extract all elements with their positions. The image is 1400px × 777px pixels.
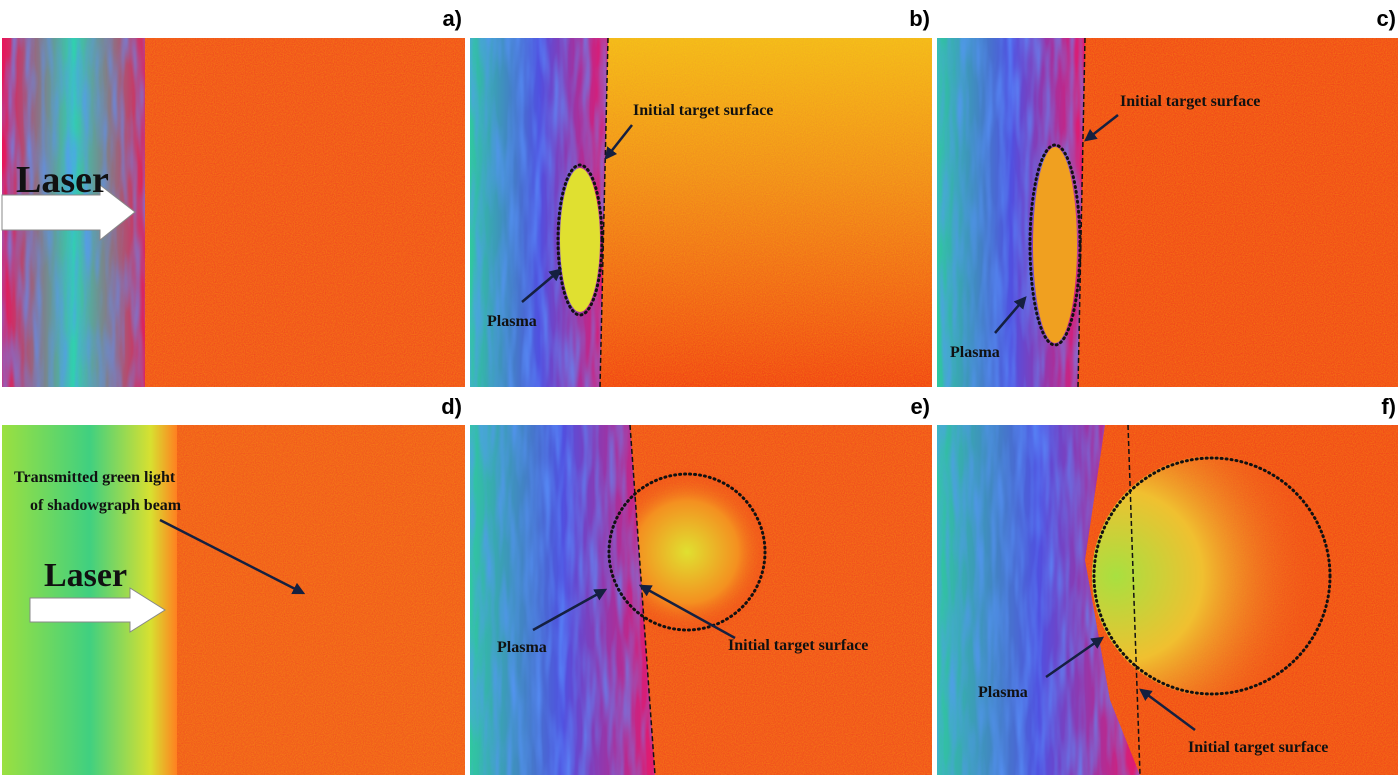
- panel-a: Laser a): [1, 6, 465, 387]
- surface-label: Initial target surface: [1120, 93, 1260, 110]
- panel-label: c): [1376, 6, 1396, 31]
- plasma-label: Plasma: [950, 344, 1000, 361]
- panel-f: Plasma Initial target surface f): [937, 394, 1398, 776]
- panel-label: a): [442, 6, 462, 31]
- panel-label: e): [910, 394, 930, 419]
- panel-label: d): [441, 394, 462, 419]
- surface-label: Initial target surface: [1188, 739, 1328, 756]
- transmitted-label: Transmitted green light: [14, 469, 176, 486]
- laser-label: Laser: [16, 159, 109, 201]
- plasma-label: Plasma: [978, 684, 1028, 701]
- panel-c: Initial target surface Plasma c): [937, 6, 1398, 388]
- transmitted-label: of shadowgraph beam: [30, 497, 182, 514]
- panel-label: b): [909, 6, 930, 31]
- plasma-label: Plasma: [487, 313, 537, 330]
- surface-label: Initial target surface: [633, 102, 773, 119]
- surface-label: Initial target surface: [728, 637, 868, 654]
- panel-label: f): [1381, 394, 1396, 419]
- panel-d: Transmitted green light of shadowgraph b…: [2, 394, 465, 775]
- plasma-label: Plasma: [497, 639, 547, 656]
- panel-e: Plasma Initial target surface e): [470, 394, 932, 776]
- panel-b: Initial target surface Plasma b): [470, 6, 932, 388]
- laser-label: Laser: [44, 557, 127, 594]
